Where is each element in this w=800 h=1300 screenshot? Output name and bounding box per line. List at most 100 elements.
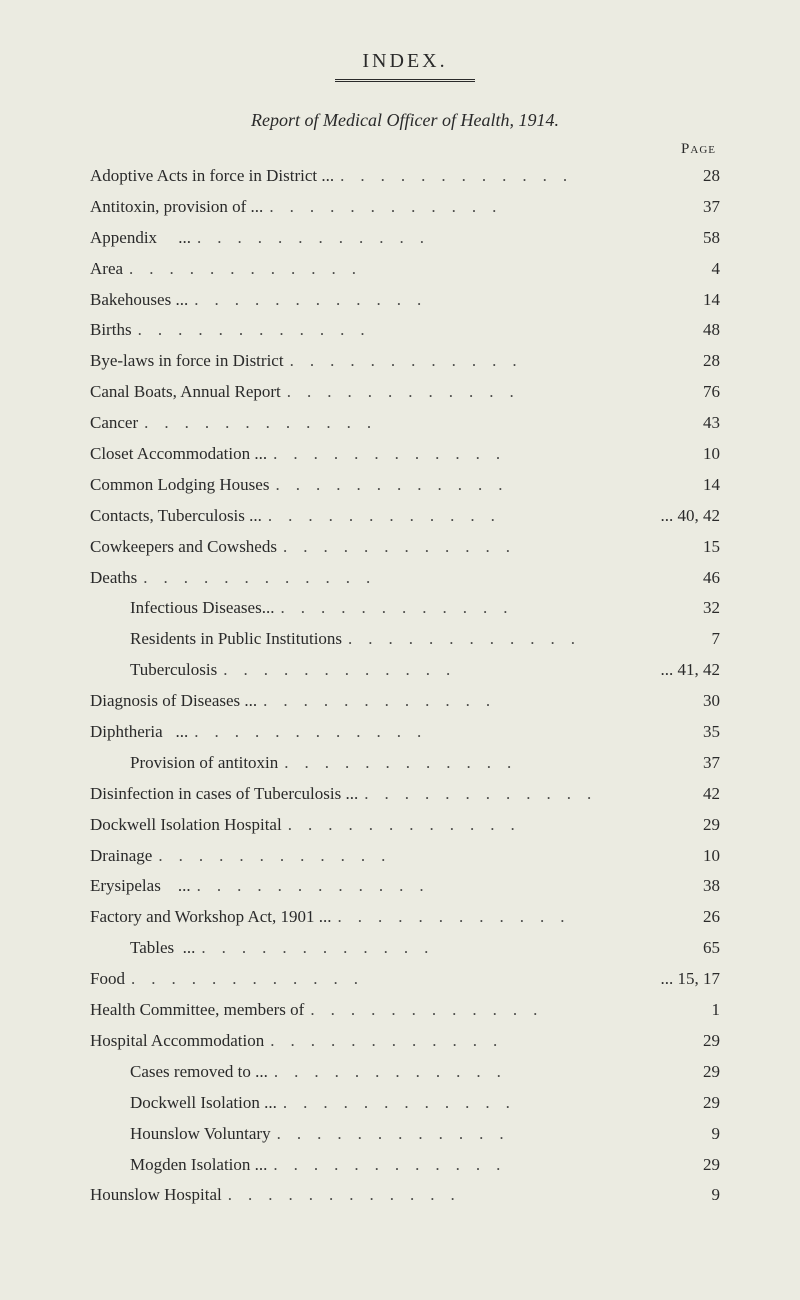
entry-leader-dots: ............ [152,842,670,871]
entry-leader-dots: ............ [284,347,670,376]
entry-label: Cancer [90,409,138,438]
index-entry: Tables ...............65 [90,934,720,963]
index-entry: Closet Accommodation ...............10 [90,440,720,469]
entry-page-number: 46 [670,564,720,593]
index-entry: Births............48 [90,316,720,345]
entry-page-number: 38 [670,872,720,901]
index-entry: Dockwell Isolation Hospital............2… [90,811,720,840]
entry-leader-dots: ............ [138,409,670,438]
entry-leader-dots: ............ [191,872,670,901]
entry-page-number: 26 [670,903,720,932]
entry-page-number: 1 [670,996,720,1025]
entry-leader-dots: ............ [188,718,670,747]
entry-page-number: 43 [670,409,720,438]
entry-page-number: ... 15, 17 [661,965,721,994]
entry-page-number: 29 [670,811,720,840]
entry-label: Infectious Diseases... [130,594,274,623]
entry-page-number: 9 [670,1181,720,1210]
entry-leader-dots: ............ [262,502,661,531]
entry-label: Hounslow Voluntary [130,1120,271,1149]
entry-leader-dots: ............ [263,193,670,222]
index-entry: Tuberculosis............... 41, 42 [90,656,720,685]
entry-page-number: 29 [670,1089,720,1118]
index-entry: Deaths............46 [90,564,720,593]
entry-leader-dots: ............ [278,749,670,778]
entry-leader-dots: ............ [188,286,670,315]
index-entry: Dockwell Isolation ...............29 [90,1089,720,1118]
entry-leader-dots: ............ [123,255,670,284]
index-entry: Disinfection in cases of Tuberculosis ..… [90,780,720,809]
entry-leader-dots: ............ [191,224,670,253]
entry-label: Mogden Isolation ... [130,1151,267,1180]
entry-leader-dots: ............ [282,811,670,840]
entry-label: Cowkeepers and Cowsheds [90,533,277,562]
index-entry: Appendix ...............58 [90,224,720,253]
entry-label: Food [90,965,125,994]
entry-page-number: 15 [670,533,720,562]
index-entry: Hounslow Voluntary............9 [90,1120,720,1149]
entry-page-number: 4 [670,255,720,284]
entry-page-number: 42 [670,780,720,809]
entry-label: Bakehouses ... [90,286,188,315]
entry-label: Cases removed to ... [130,1058,268,1087]
index-entry: Common Lodging Houses............14 [90,471,720,500]
index-entry: Antitoxin, provision of ...............3… [90,193,720,222]
entry-page-number: 14 [670,471,720,500]
entry-label: Erysipelas ... [90,872,191,901]
entry-leader-dots: ............ [217,656,660,685]
entry-leader-dots: ............ [137,564,670,593]
index-entry: Food............... 15, 17 [90,965,720,994]
entry-page-number: 35 [670,718,720,747]
entry-label: Births [90,316,132,345]
index-entry: Cancer............43 [90,409,720,438]
entry-page-number: 76 [670,378,720,407]
entry-leader-dots: ............ [277,533,670,562]
index-entry: Canal Boats, Annual Report............76 [90,378,720,407]
entry-label: Antitoxin, provision of ... [90,193,263,222]
entry-page-number: 29 [670,1058,720,1087]
entry-label: Tables ... [130,934,195,963]
entry-leader-dots: ............ [264,1027,670,1056]
entry-label: Bye-laws in force in District [90,347,284,376]
entry-leader-dots: ............ [132,316,670,345]
index-entry: Diphtheria ...............35 [90,718,720,747]
index-entry: Hospital Accommodation............29 [90,1027,720,1056]
entry-leader-dots: ............ [267,1151,670,1180]
entry-page-number: ... 40, 42 [661,502,721,531]
entry-leader-dots: ............ [269,471,670,500]
entry-page-number: 28 [670,347,720,376]
entry-label: Hospital Accommodation [90,1027,264,1056]
index-entry: Infectious Diseases...............32 [90,594,720,623]
entry-page-number: 58 [670,224,720,253]
entry-page-number: 14 [670,286,720,315]
report-subtitle: Report of Medical Officer of Health, 191… [90,110,720,131]
entry-leader-dots: ............ [274,594,670,623]
entry-leader-dots: ............ [271,1120,670,1149]
entry-page-number: 37 [670,749,720,778]
entry-label: Health Committee, members of [90,996,304,1025]
entry-leader-dots: ............ [277,1089,670,1118]
entry-label: Hounslow Hospital [90,1181,222,1210]
entry-leader-dots: ............ [267,440,670,469]
entry-label: Appendix ... [90,224,191,253]
index-entry: Adoptive Acts in force in District .....… [90,162,720,191]
entry-label: Drainage [90,842,152,871]
entry-label: Adoptive Acts in force in District ... [90,162,334,191]
entry-page-number: 29 [670,1151,720,1180]
index-entry: Provision of antitoxin............37 [90,749,720,778]
entry-leader-dots: ............ [257,687,670,716]
index-entry: Health Committee, members of............… [90,996,720,1025]
index-entry: Area............4 [90,255,720,284]
index-entry: Bakehouses ...............14 [90,286,720,315]
entry-label: Deaths [90,564,137,593]
entry-leader-dots: ............ [268,1058,670,1087]
index-entry: Residents in Public Institutions........… [90,625,720,654]
entry-label: Tuberculosis [130,656,217,685]
entry-page-number: ... 41, 42 [661,656,721,685]
entry-page-number: 10 [670,440,720,469]
index-entry: Contacts, Tuberculosis .................… [90,502,720,531]
index-entry: Cowkeepers and Cowsheds............15 [90,533,720,562]
entry-leader-dots: ............ [332,903,671,932]
index-entry: Diagnosis of Diseases ...............30 [90,687,720,716]
index-entry: Hounslow Hospital............9 [90,1181,720,1210]
